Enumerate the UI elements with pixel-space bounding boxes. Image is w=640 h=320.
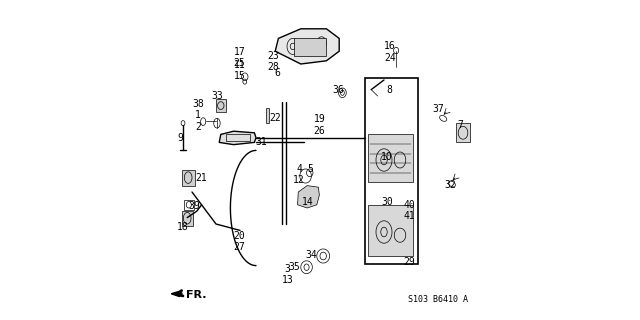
Text: 20
27: 20 27 [234,231,245,252]
Text: 5: 5 [307,164,313,174]
Text: 3
13: 3 13 [282,264,293,285]
Text: 14: 14 [302,196,314,207]
Text: 39: 39 [189,201,200,212]
Text: 30: 30 [381,197,393,207]
Text: 10: 10 [381,152,392,163]
Bar [216,99,226,112]
Text: 16
24: 16 24 [384,41,396,63]
Bar [266,108,269,123]
Bar [184,200,193,210]
Text: 18: 18 [177,222,189,232]
Polygon shape [298,186,319,208]
Text: 6: 6 [275,68,281,78]
Text: 11
15: 11 15 [234,60,245,81]
Text: 34: 34 [305,250,317,260]
Polygon shape [275,29,339,64]
Bar [368,205,413,256]
Text: S103 B6410 A: S103 B6410 A [408,295,468,304]
Text: 9: 9 [177,133,183,143]
Text: 17
25: 17 25 [234,47,245,68]
Text: 32: 32 [445,180,456,190]
Text: 7: 7 [457,120,463,131]
Text: 4
12: 4 12 [293,164,305,185]
Bar [182,170,195,186]
Text: 35: 35 [288,262,300,272]
Bar [182,211,193,226]
Bar [226,134,250,141]
Text: 19
26: 19 26 [314,114,325,136]
Text: 40
41: 40 41 [403,200,415,221]
Text: 22: 22 [269,113,281,124]
Polygon shape [219,131,256,145]
Text: 36: 36 [333,85,344,95]
Bar [294,38,326,56]
Text: 33: 33 [211,91,223,101]
Text: 23
28: 23 28 [268,51,280,72]
Polygon shape [172,291,180,297]
Text: FR.: FR. [186,290,207,300]
Bar [365,78,418,264]
Text: 38
1
2: 38 1 2 [192,99,204,132]
Bar [368,134,413,182]
Text: 29: 29 [403,257,415,267]
Text: 31: 31 [255,137,267,148]
Text: 8: 8 [387,85,393,95]
Text: 37: 37 [432,104,444,114]
Text: 21: 21 [195,172,207,183]
Bar [456,123,470,142]
